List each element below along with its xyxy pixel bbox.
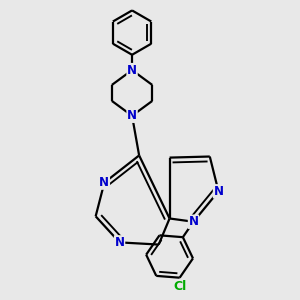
Text: N: N — [214, 185, 224, 198]
Text: N: N — [115, 236, 124, 249]
Text: N: N — [127, 64, 137, 76]
Text: Cl: Cl — [173, 280, 186, 293]
Text: N: N — [188, 215, 199, 228]
Text: N: N — [127, 109, 137, 122]
Text: N: N — [99, 176, 109, 189]
